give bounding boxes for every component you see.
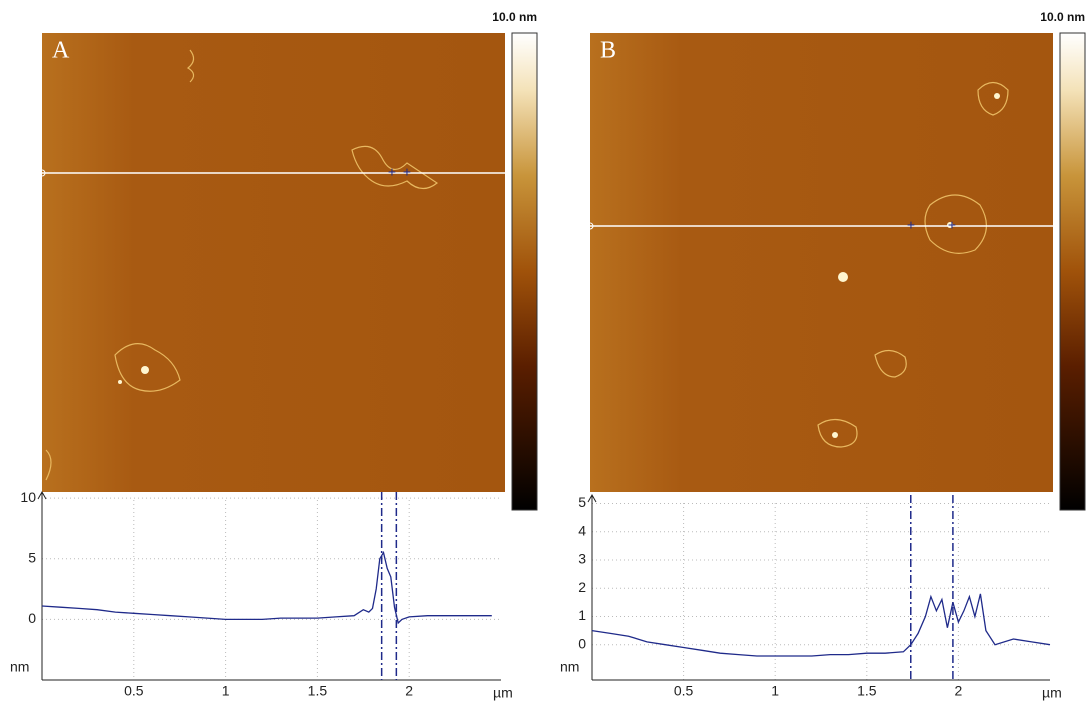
svg-text:+: +	[403, 164, 411, 180]
profile-line	[591, 593, 1051, 657]
y-tick-label: 1	[578, 607, 586, 623]
x-axis-label: µm	[493, 685, 513, 701]
panel-label: B	[600, 38, 616, 64]
colorbar-label: 10.0 nm	[492, 10, 537, 24]
svg-text:+: +	[907, 217, 915, 233]
y-tick-label: 2	[578, 579, 586, 595]
afm-image-b: + +	[586, 33, 1053, 492]
x-tick-label: 2	[955, 683, 963, 699]
x-tick-label: 0.5	[674, 683, 694, 699]
x-axis-label: µm	[1042, 685, 1062, 701]
x-tick-label: 1.5	[857, 683, 877, 699]
colorbar-label: 10.0 nm	[1040, 10, 1085, 24]
y-tick-label: 4	[578, 522, 586, 538]
afm-image-a: + +	[38, 33, 505, 492]
x-tick-label: 1	[222, 683, 230, 699]
y-tick-label: 10	[20, 489, 36, 505]
axis-arrow	[587, 493, 597, 503]
svg-text:+: +	[948, 217, 956, 233]
x-tick-label: 1.5	[308, 683, 328, 699]
y-tick-label: 5	[28, 549, 36, 565]
y-axis-label: nm	[560, 659, 579, 675]
y-axis-label: nm	[10, 659, 29, 675]
svg-text:+: +	[388, 164, 396, 180]
panel-label: A	[52, 38, 70, 64]
axis-arrow	[37, 490, 47, 500]
y-tick-label: 5	[578, 494, 586, 510]
colorbar	[511, 32, 538, 511]
y-tick-label: 0	[578, 635, 586, 651]
colorbar	[1059, 32, 1086, 511]
x-tick-label: 2	[405, 683, 413, 699]
y-tick-label: 0	[28, 610, 36, 626]
y-tick-label: 3	[578, 551, 586, 567]
x-tick-label: 1	[771, 683, 779, 699]
x-tick-label: 0.5	[124, 683, 144, 699]
profile-line	[41, 550, 492, 625]
